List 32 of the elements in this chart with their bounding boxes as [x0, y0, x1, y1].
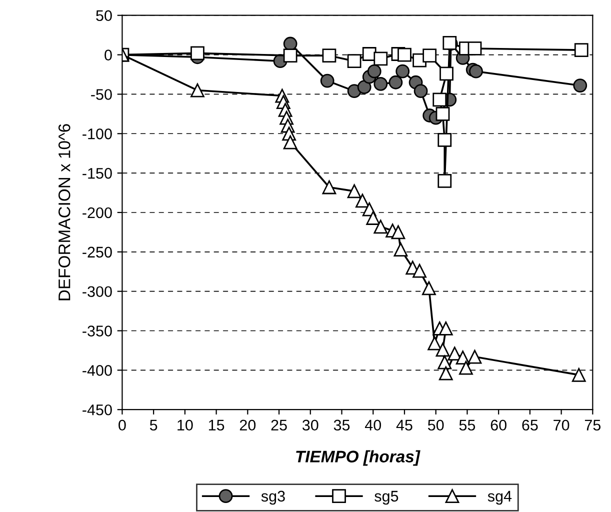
x-tick-label: 30	[302, 420, 318, 431]
legend-label: sg5	[374, 490, 398, 505]
y-tick-label: -250	[82, 246, 112, 258]
x-tick-label: 75	[584, 420, 601, 431]
x-tick-label: 45	[396, 420, 412, 431]
x-tick-label: 70	[554, 420, 570, 431]
y-tick-label: 50	[96, 10, 112, 22]
y-tick-label: -50	[91, 89, 112, 100]
x-tick-label: 15	[208, 420, 224, 431]
y-axis-title: DEFORMACION x 10^6	[58, 124, 70, 300]
legend-label: sg3	[261, 490, 285, 505]
x-tick-label: 20	[240, 420, 256, 431]
x-tick-label: 40	[364, 420, 382, 431]
x-tick-label: 10	[178, 420, 193, 431]
x-tick-label: 5	[150, 420, 158, 431]
x-tick-label: 50	[428, 420, 444, 431]
x-tick-label: 55	[459, 420, 476, 431]
y-tick-label: -300	[82, 286, 112, 298]
y-tick-label: -150	[82, 168, 112, 179]
y-tick-label: -350	[82, 326, 112, 336]
legend-label: sg4	[488, 490, 512, 505]
y-tick-label: -200	[82, 207, 112, 218]
x-tick-label: 25	[271, 420, 287, 431]
y-tick-label: 0	[104, 50, 112, 60]
x-tick-label: 35	[334, 420, 350, 431]
x-tick-label: 65	[522, 420, 538, 431]
x-tick-label: 60	[490, 420, 506, 431]
y-tick-label: -450	[82, 404, 112, 416]
y-tick-label: -100	[82, 128, 112, 140]
y-tick-label: -400	[82, 365, 112, 376]
x-axis-title: TIEMPO [horas]	[296, 450, 420, 466]
x-tick-label: 0	[118, 420, 126, 431]
